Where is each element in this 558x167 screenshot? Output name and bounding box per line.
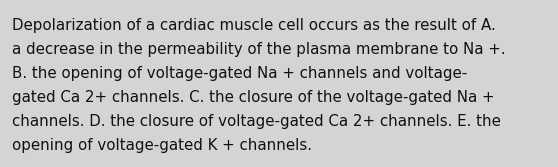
Text: channels. D. the closure of voltage-gated Ca 2+ channels. E. the: channels. D. the closure of voltage-gate… — [12, 114, 501, 129]
Text: Depolarization of a cardiac muscle cell occurs as the result of A.: Depolarization of a cardiac muscle cell … — [12, 18, 496, 33]
Text: opening of voltage-gated K + channels.: opening of voltage-gated K + channels. — [12, 138, 312, 153]
Text: gated Ca 2+ channels. C. the closure of the voltage-gated Na +: gated Ca 2+ channels. C. the closure of … — [12, 90, 494, 105]
Text: B. the opening of voltage-gated Na + channels and voltage-: B. the opening of voltage-gated Na + cha… — [12, 66, 467, 81]
Text: a decrease in the permeability of the plasma membrane to Na +.: a decrease in the permeability of the pl… — [12, 42, 506, 57]
